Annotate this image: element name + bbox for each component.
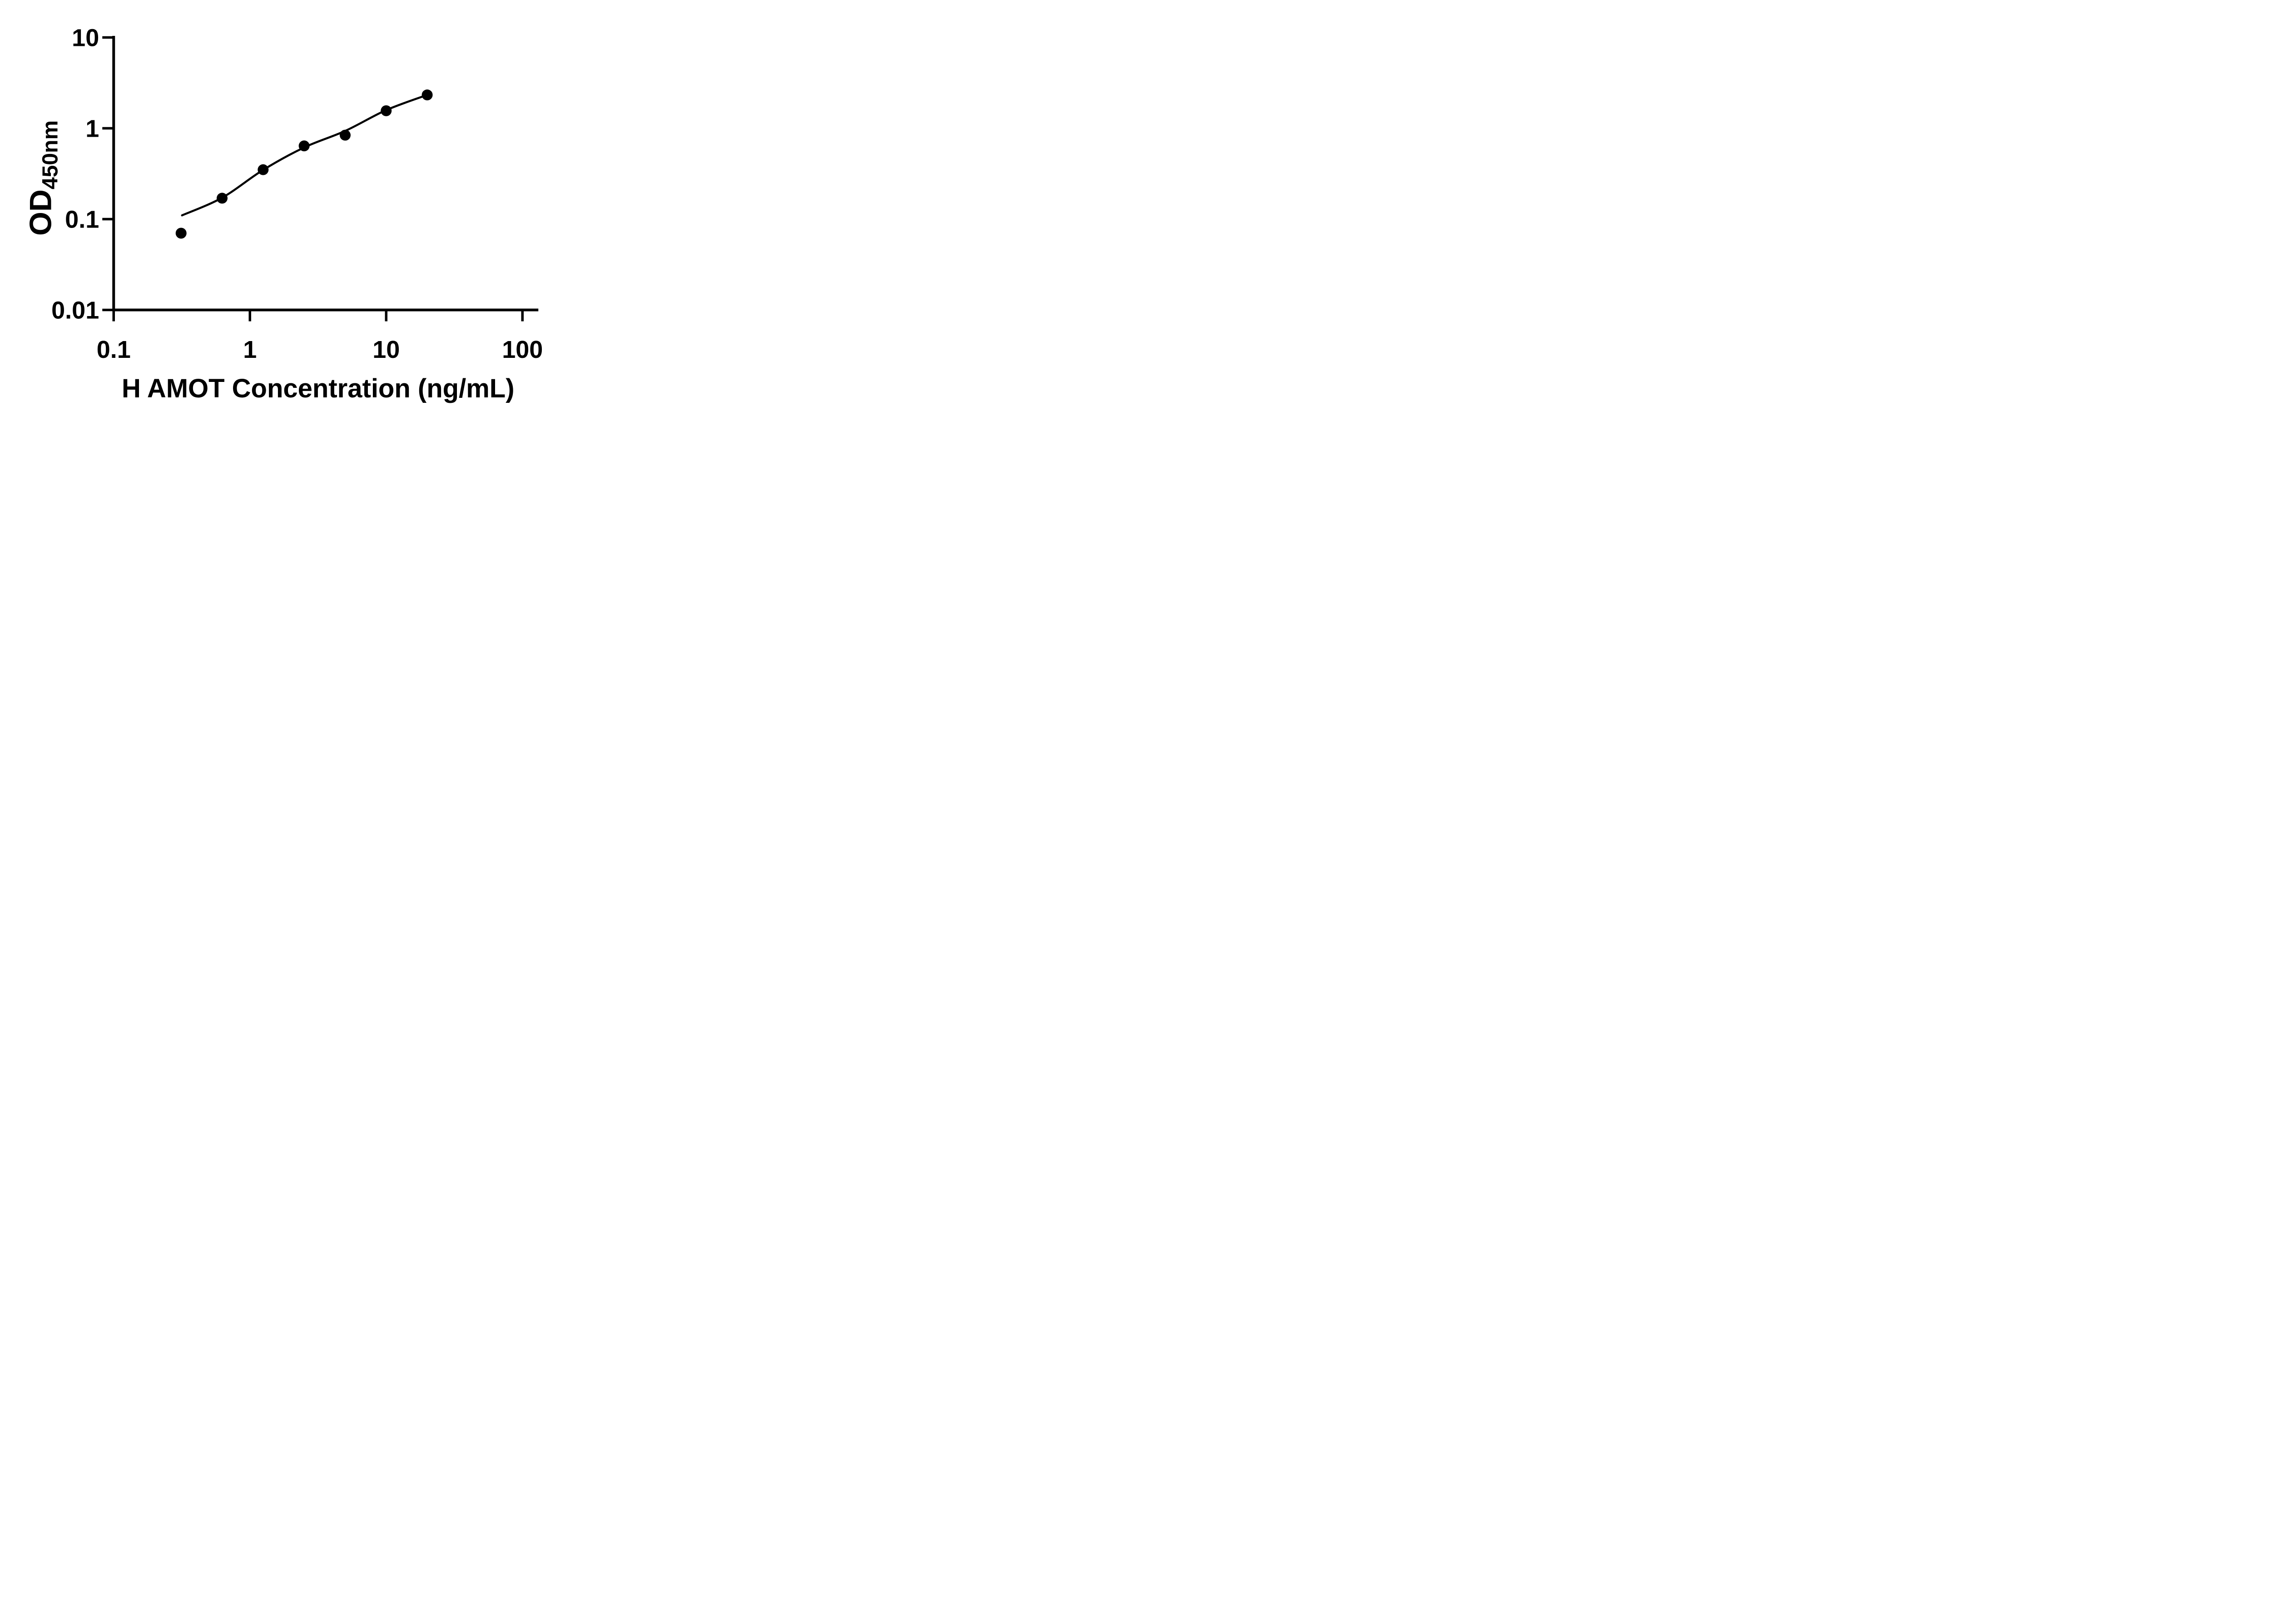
x-tick-label: 0.1 — [97, 336, 131, 363]
x-axis-title: H AMOT Concentration (ng/mL) — [122, 374, 515, 403]
y-axis-title-main: OD — [23, 189, 58, 236]
y-axis-title: OD450nm — [23, 120, 62, 236]
elisa-standard-curve-figure: 0.1 1 10 100 10 1 0.1 0.01 H AMOT Concentration… — [0, 0, 587, 406]
data-point-marker — [258, 164, 269, 175]
y-tick-label: 1 — [85, 115, 99, 143]
data-point-marker — [381, 105, 392, 116]
tick-layer — [102, 36, 524, 322]
y-tick-label: 0.1 — [65, 206, 99, 233]
data-point-marker — [421, 89, 433, 101]
axes-layer — [112, 36, 539, 312]
plot-layer — [175, 89, 433, 239]
y-tick-label: 10 — [72, 25, 99, 52]
y-axis-title-subscript: 450nm — [38, 120, 62, 189]
tick-label-layer: 0.1 1 10 100 10 1 0.1 0.01 — [51, 25, 543, 364]
x-tick-label: 10 — [372, 336, 400, 363]
x-tick-label: 100 — [502, 336, 543, 363]
data-point-marker — [339, 129, 351, 141]
standard-curve-chart: 0.1 1 10 100 10 1 0.1 0.01 H AMOT Concentration… — [23, 25, 543, 404]
x-tick-label: 1 — [243, 336, 257, 363]
data-point-marker — [217, 193, 228, 204]
y-tick-label: 0.01 — [51, 297, 99, 324]
data-point-marker — [298, 140, 310, 152]
data-point-marker — [175, 228, 187, 239]
